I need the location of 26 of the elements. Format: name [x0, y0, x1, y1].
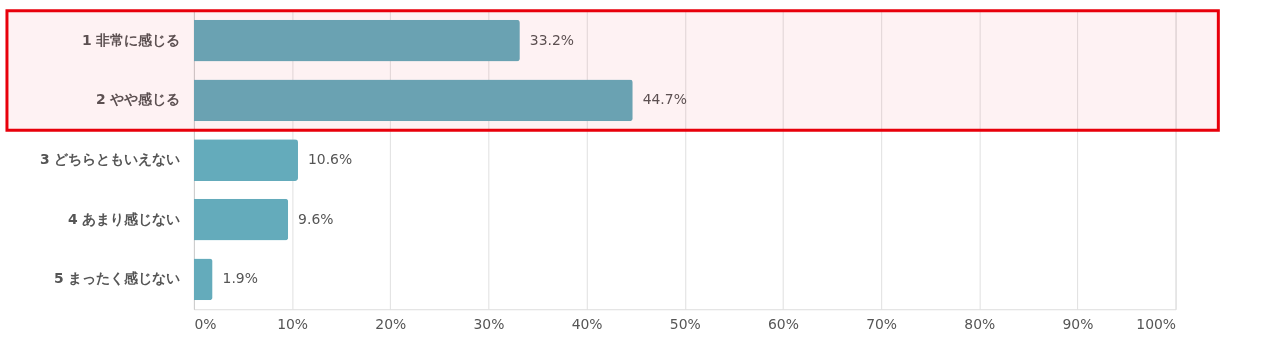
data-label: 9.6%: [298, 210, 334, 227]
x-tick-label: 90%: [1062, 315, 1094, 332]
bar: [193, 139, 298, 181]
x-tick-label: 10%: [277, 315, 309, 332]
y-tick-label: 5 まったく感じない: [53, 270, 181, 287]
data-label: 33.2%: [529, 31, 574, 48]
x-tick-label: 70%: [866, 315, 898, 332]
bar: [193, 79, 633, 122]
x-tick-label: 80%: [964, 315, 996, 332]
y-tick-label: 2 やや感じる: [95, 91, 181, 108]
y-tick-label: 4 あまり感じない: [67, 210, 181, 227]
x-tick-label: 100%: [1136, 315, 1177, 332]
x-tick-label: 0%: [194, 315, 217, 332]
bar: [193, 198, 289, 241]
x-tick-label: 50%: [669, 315, 701, 332]
data-label: 10.6%: [307, 151, 353, 168]
bar: [193, 19, 520, 62]
x-tick-label: 30%: [473, 315, 505, 332]
x-tick-label: 40%: [571, 315, 603, 332]
data-label: 44.7%: [642, 91, 687, 108]
data-label: 1.9%: [222, 270, 258, 287]
bar: [193, 258, 213, 301]
y-tick-label: 3 どちらともいえない: [39, 151, 181, 168]
x-tick-label: 20%: [375, 315, 407, 332]
x-tick-label: 60%: [767, 315, 799, 332]
y-tick-label: 1 非常に感じる: [81, 31, 181, 48]
